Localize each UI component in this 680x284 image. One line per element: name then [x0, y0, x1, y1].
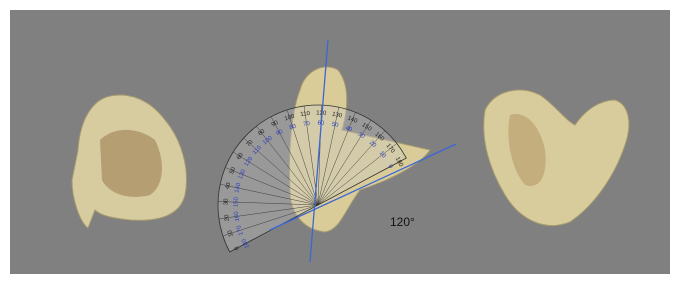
angle-label: 120°: [390, 215, 415, 229]
figure: 0180101702016030150401405013060120701108…: [0, 0, 680, 284]
protractor-inner-label: 150: [233, 196, 239, 207]
tissue-cut: [100, 130, 162, 197]
protractor-outer-label: 30: [224, 198, 230, 206]
page: 0180101702016030150401405013060120701108…: [0, 0, 680, 284]
